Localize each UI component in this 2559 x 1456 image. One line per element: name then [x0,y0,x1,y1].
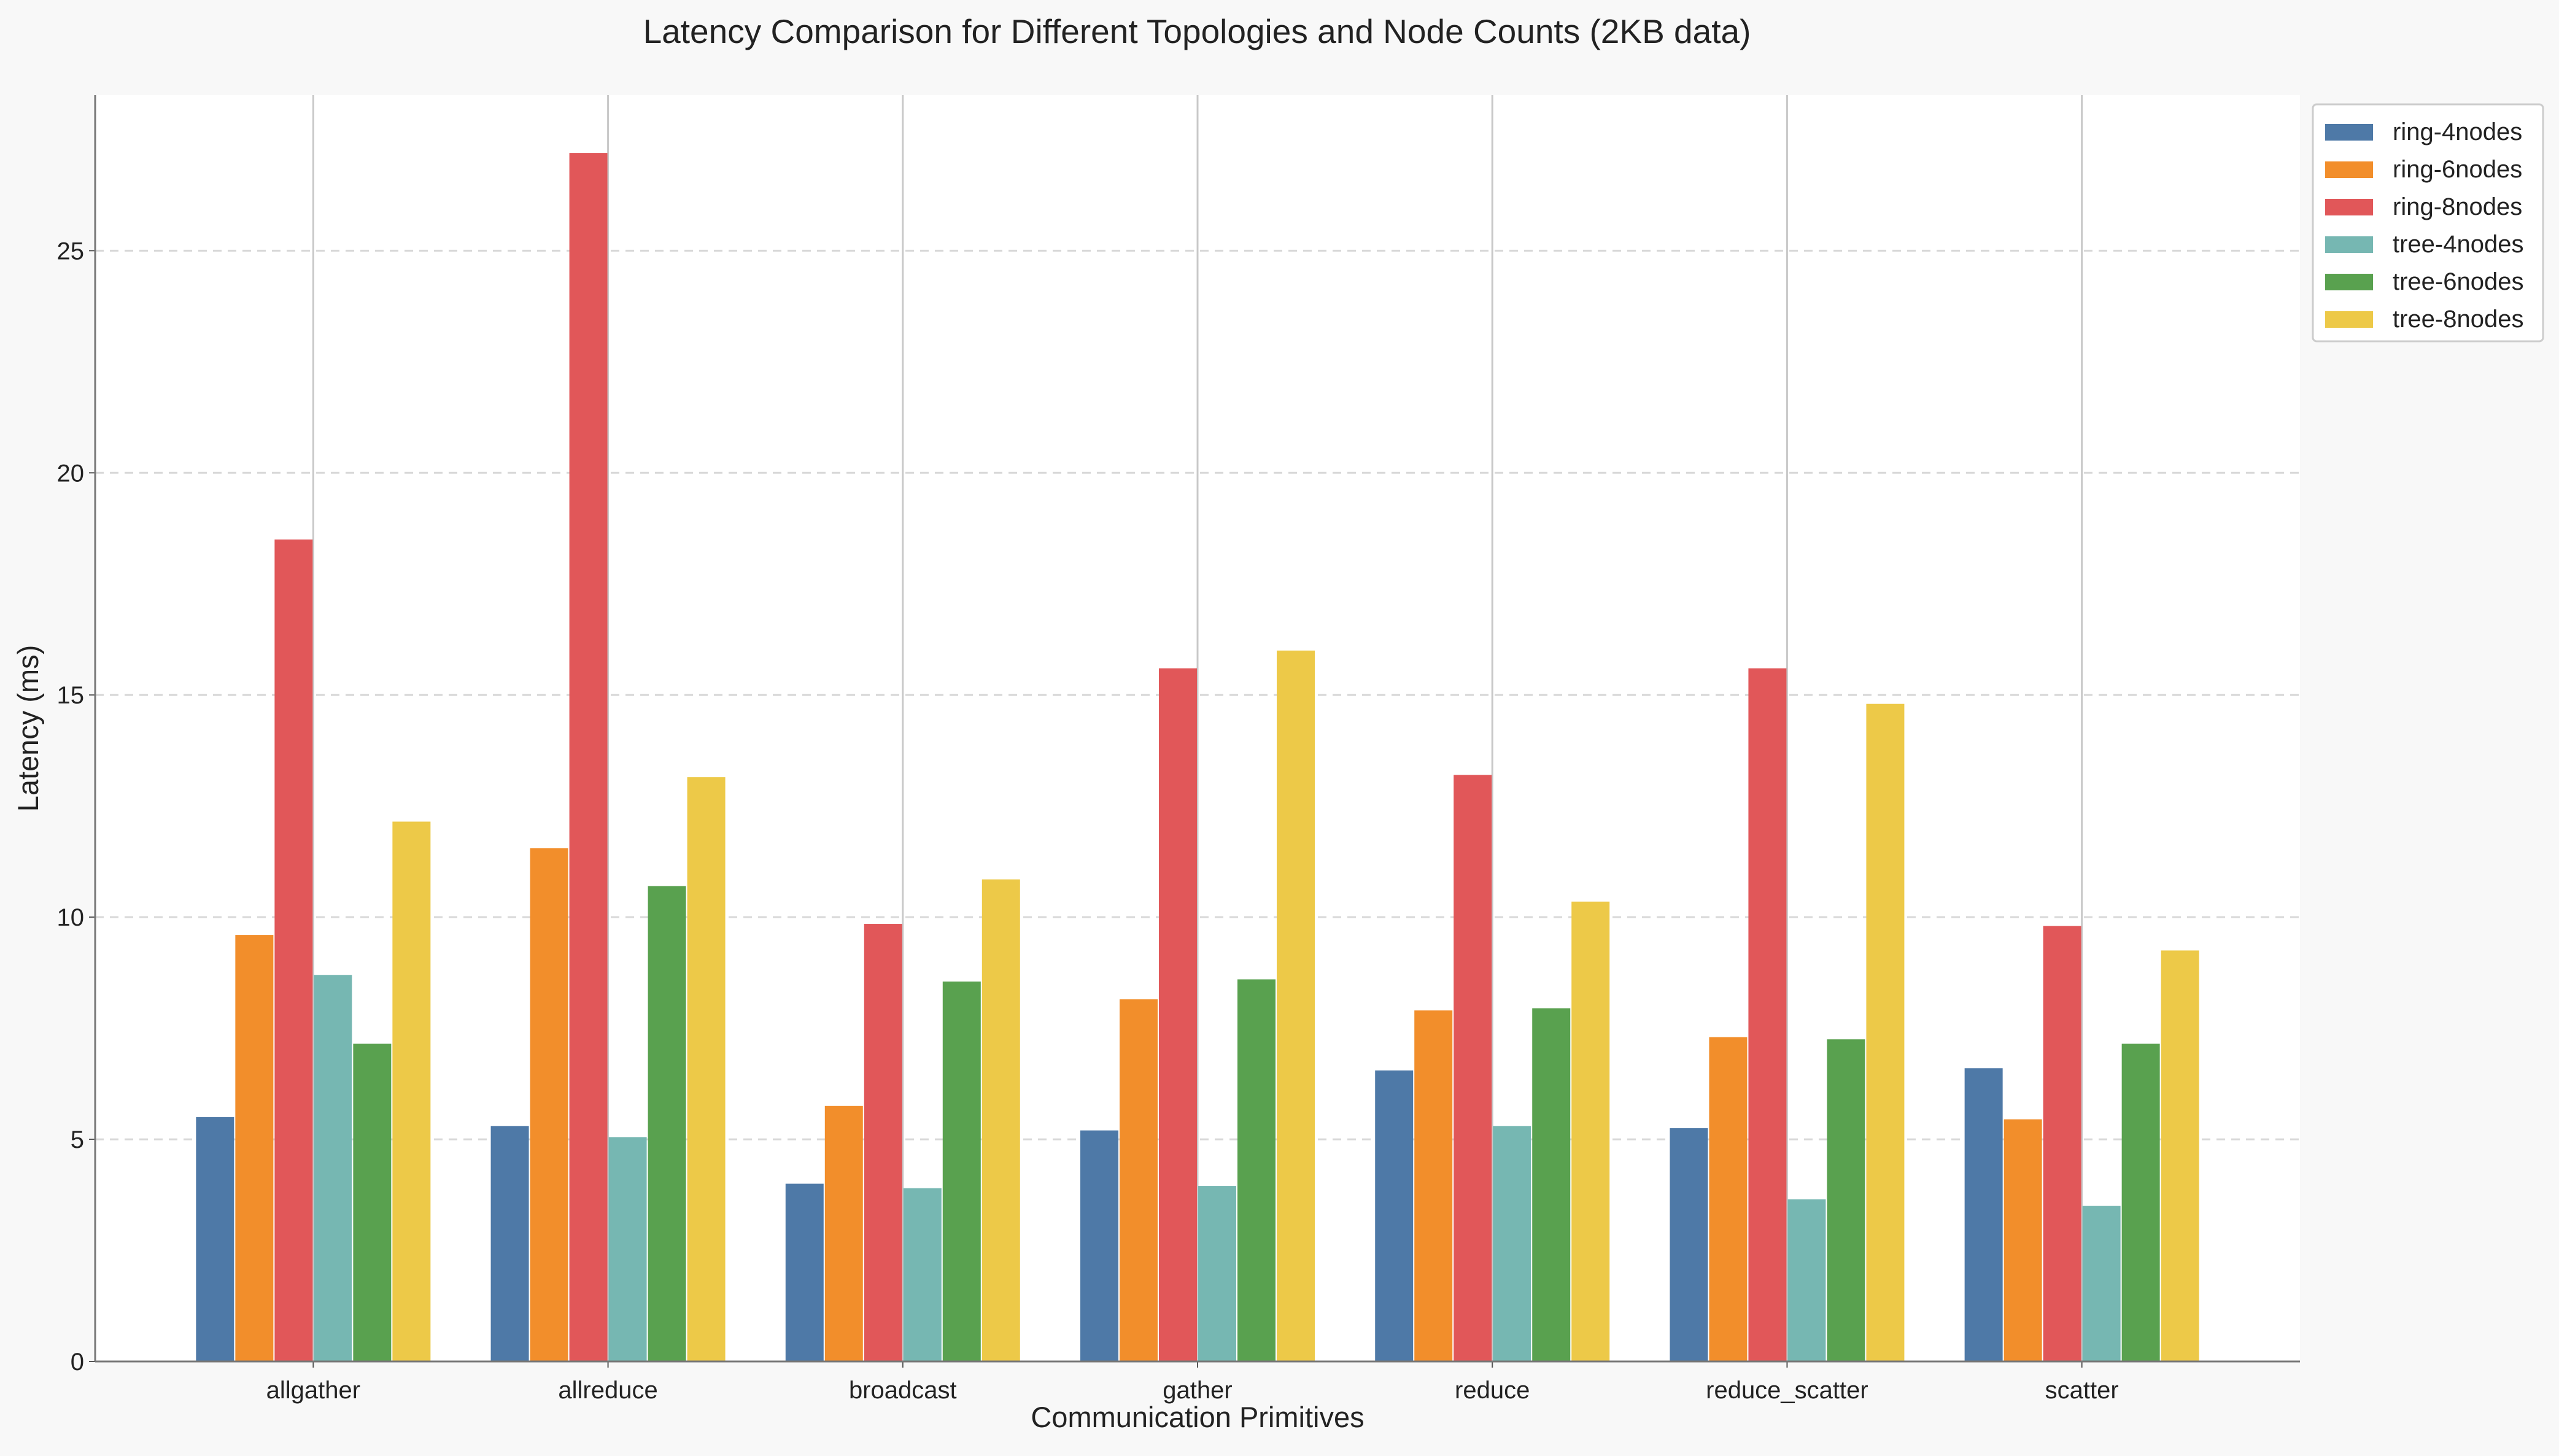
y-axis-label: Latency (ms) [12,645,44,812]
x-tick-label: broadcast [849,1377,957,1404]
bar-ring-6nodes-reduce [1414,1010,1453,1361]
x-tick-label: gather [1163,1377,1232,1404]
x-tick-label: allgather [266,1377,360,1404]
bar-ring-6nodes-gather [1120,999,1158,1361]
bar-tree-4nodes-reduce [1493,1126,1531,1361]
bar-tree-4nodes-broadcast [903,1188,942,1361]
legend-label-tree-6nodes: tree-6nodes [2393,268,2523,295]
bar-ring-8nodes-allreduce [569,153,608,1361]
x-tick-label: reduce_scatter [1706,1377,1868,1404]
bar-ring-6nodes-allgather [235,935,274,1361]
bar-ring-4nodes-allgather [196,1117,234,1361]
bar-tree-6nodes-allgather [353,1044,392,1361]
x-tick-label: reduce [1455,1377,1530,1404]
x-tick-label: allreduce [558,1377,657,1404]
bar-ring-4nodes-scatter [1964,1068,2003,1361]
legend-swatch-ring-4nodes [2325,124,2373,141]
legend-label-tree-8nodes: tree-8nodes [2393,306,2523,333]
bar-tree-8nodes-reduce_scatter [1866,703,1905,1361]
bar-tree-6nodes-broadcast [942,982,981,1361]
legend-label-ring-8nodes: ring-8nodes [2393,193,2522,220]
bar-ring-6nodes-reduce_scatter [1709,1037,1748,1361]
bar-ring-4nodes-reduce [1375,1070,1414,1361]
bar-ring-6nodes-scatter [2003,1119,2042,1361]
bar-ring-8nodes-scatter [2043,926,2081,1361]
bar-tree-6nodes-reduce [1532,1008,1571,1361]
bar-tree-8nodes-broadcast [981,879,1020,1361]
bar-tree-6nodes-scatter [2121,1044,2160,1361]
legend-label-tree-4nodes: tree-4nodes [2393,231,2523,258]
legend-swatch-tree-4nodes [2325,236,2373,253]
bar-ring-4nodes-broadcast [785,1183,824,1361]
legend-swatch-tree-6nodes [2325,274,2373,290]
bar-ring-4nodes-reduce_scatter [1670,1128,1708,1361]
x-tick-label: scatter [2045,1377,2119,1404]
y-tick-label: 10 [57,904,85,931]
bar-tree-8nodes-reduce [1571,901,1610,1361]
bar-ring-8nodes-reduce [1454,775,1492,1361]
legend-swatch-ring-6nodes [2325,161,2373,178]
bar-tree-8nodes-allgather [392,821,431,1361]
y-tick-label: 5 [71,1126,84,1153]
bar-tree-4nodes-gather [1198,1186,1236,1361]
bar-ring-8nodes-broadcast [864,923,902,1361]
bars [196,153,2199,1361]
bar-tree-4nodes-reduce_scatter [1787,1199,1826,1361]
y-tick-label: 20 [57,460,85,487]
bar-tree-4nodes-allgather [314,975,352,1361]
x-axis-label: Communication Primitives [1031,1401,1364,1433]
axes: 0 5 10 15 20 25 allgather allreduce broadcast gat… [57,95,2300,1404]
legend-label-ring-4nodes: ring-4nodes [2393,118,2522,145]
bar-tree-8nodes-gather [1277,650,1315,1361]
y-tick-label: 0 [71,1349,84,1376]
bar-ring-6nodes-allreduce [530,848,568,1361]
bar-tree-4nodes-scatter [2082,1206,2121,1361]
bar-tree-6nodes-allreduce [648,886,686,1361]
category-separator-lines [312,95,2083,1361]
y-tick-label: 25 [57,238,85,265]
bar-tree-8nodes-scatter [2161,950,2199,1361]
legend-label-ring-6nodes: ring-6nodes [2393,156,2522,183]
bar-tree-8nodes-allreduce [687,777,726,1361]
bar-tree-4nodes-allreduce [608,1137,647,1361]
bar-ring-8nodes-reduce_scatter [1748,668,1787,1361]
bar-ring-8nodes-allgather [274,539,313,1361]
bar-ring-8nodes-gather [1159,668,1197,1361]
legend-swatch-tree-8nodes [2325,311,2373,328]
legend-swatch-ring-8nodes [2325,199,2373,215]
y-tick-label: 15 [57,682,85,709]
bar-ring-4nodes-gather [1080,1130,1118,1361]
legend: ring-4nodes ring-6nodes ring-8nodes tree-4n… [2312,103,2544,343]
chart-title: Latency Comparison for Different Topolog… [643,12,1751,50]
bar-tree-6nodes-gather [1237,979,1276,1361]
bar-ring-4nodes-allreduce [490,1126,529,1361]
bar-tree-6nodes-reduce_scatter [1827,1039,1865,1361]
bar-ring-6nodes-broadcast [824,1106,863,1361]
